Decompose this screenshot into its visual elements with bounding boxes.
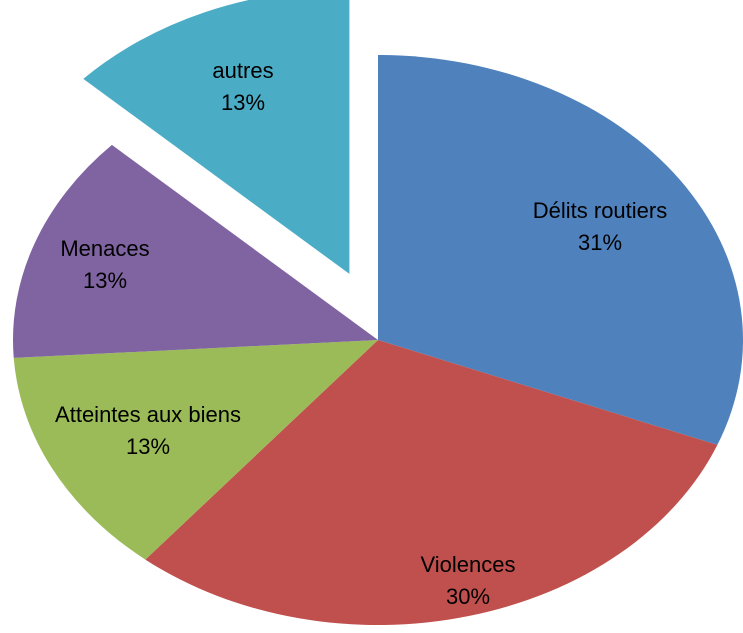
- pie-slice: [145, 340, 718, 625]
- pie-slice: [83, 0, 350, 274]
- slice-label: Menaces: [60, 236, 149, 261]
- slice-value-label: 30%: [446, 584, 490, 609]
- slice-value-label: 13%: [221, 90, 265, 115]
- slice-label: autres: [212, 58, 273, 83]
- slice-value-label: 13%: [83, 268, 127, 293]
- slice-value-label: 31%: [578, 230, 622, 255]
- pie-slice: [378, 55, 743, 445]
- slice-label: Délits routiers: [533, 198, 667, 223]
- pie-slice: [13, 144, 379, 358]
- slice-label: Atteintes aux biens: [55, 402, 241, 427]
- slice-label: Violences: [421, 552, 516, 577]
- pie-slice: [13, 340, 378, 560]
- slice-value-label: 13%: [126, 434, 170, 459]
